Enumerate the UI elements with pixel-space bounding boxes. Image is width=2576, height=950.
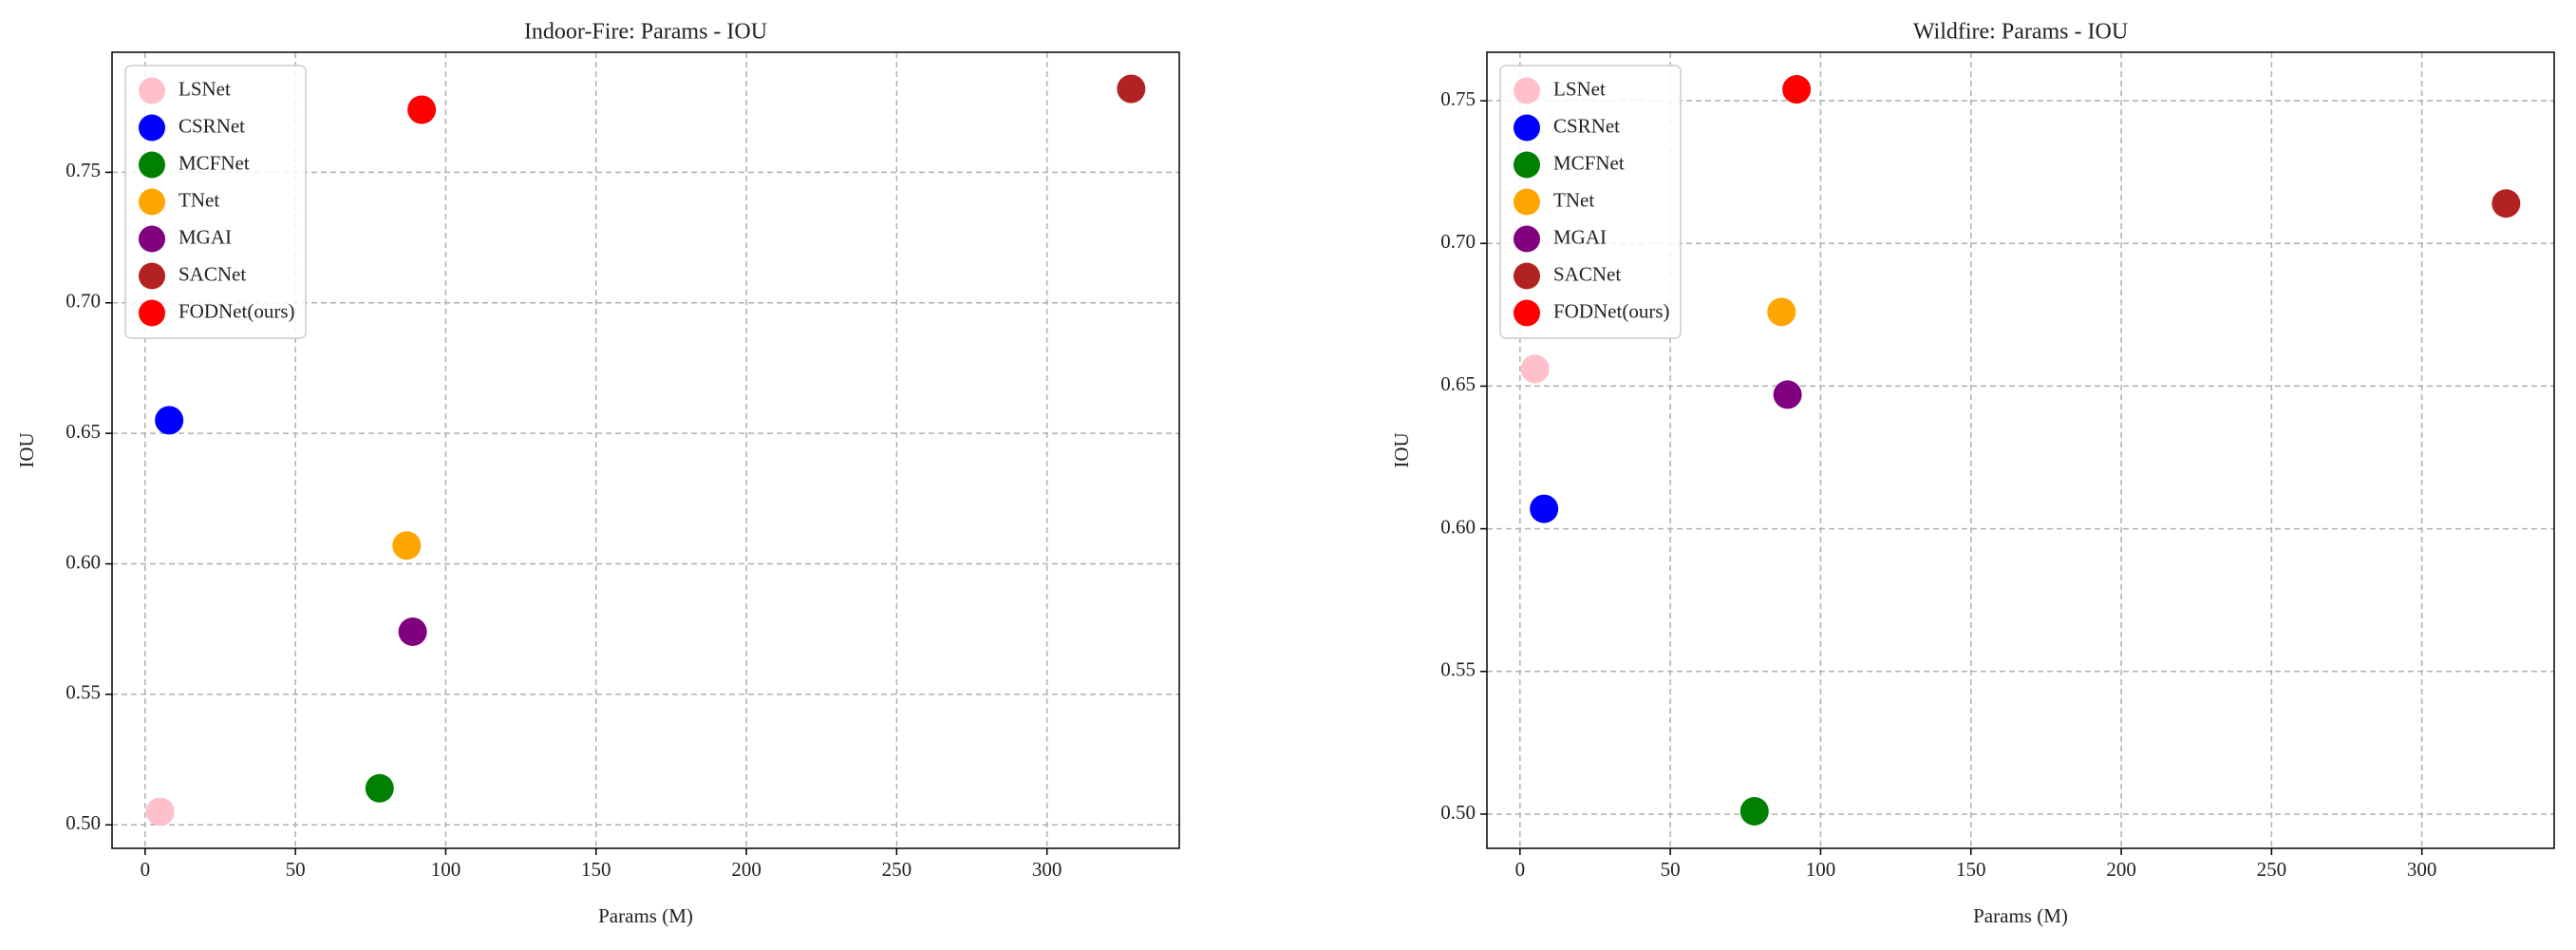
legend-label: MCFNet [1553, 151, 1625, 174]
point [1530, 494, 1559, 523]
legend-marker [1514, 77, 1540, 104]
point [1520, 354, 1550, 384]
legend-marker [139, 262, 165, 290]
legend-marker [139, 77, 165, 104]
legend-label: LSNet [1553, 77, 1606, 100]
point [407, 95, 437, 124]
x-tick-label: 50 [1661, 858, 1681, 881]
point [1773, 380, 1802, 409]
y-tick-label: 0.75 [66, 159, 101, 181]
y-tick-label: 0.55 [66, 681, 101, 704]
x-tick-label: 0 [1515, 858, 1526, 881]
chart: Indoor-Fire: Params - IOU Params (M) IOU 0 5… [15, 20, 1180, 927]
point [365, 773, 394, 803]
x-axis-label: Params (M) [1973, 904, 2068, 927]
legend-marker [139, 225, 165, 253]
y-tick-label: 0.60 [66, 550, 101, 573]
x-tick-label: 250 [882, 858, 912, 881]
legend-box [1499, 65, 1682, 339]
point [1739, 796, 1769, 826]
y-axis-label: IOU [1390, 432, 1413, 467]
point [2491, 189, 2521, 218]
point [392, 531, 422, 560]
legend-label: CSRNet [179, 114, 245, 137]
x-axis-label: Params (M) [598, 904, 693, 927]
legend-marker [139, 299, 165, 327]
y-tick-label: 0.50 [66, 811, 101, 834]
legend-label: LSNet [179, 77, 231, 100]
point [1782, 75, 1812, 104]
point [155, 406, 184, 435]
legend-marker [1514, 262, 1540, 290]
legend-box [124, 65, 307, 339]
y-tick-label: 0.70 [66, 290, 101, 313]
legend-label: SACNet [179, 262, 246, 285]
legend-marker [1514, 188, 1540, 216]
y-tick-label: 0.65 [1440, 372, 1476, 395]
legend-label: SACNet [1553, 262, 1621, 285]
legend-label: MGAI [179, 225, 232, 248]
legend-marker [139, 188, 165, 216]
y-tick-label: 0.50 [1440, 801, 1476, 824]
y-tick-label: 0.55 [1440, 658, 1476, 681]
legend-label: TNet [1553, 188, 1594, 211]
legend-marker [1514, 114, 1540, 142]
y-tick-label: 0.75 [1440, 87, 1476, 110]
chart-title: Indoor-Fire: Params - IOU [524, 20, 767, 45]
x-tick-label: 250 [2257, 858, 2287, 881]
x-tick-label: 200 [2106, 858, 2136, 881]
point [1117, 74, 1146, 104]
x-tick-label: 300 [2407, 858, 2437, 881]
x-tick-label: 300 [1032, 858, 1062, 881]
point [145, 797, 175, 826]
legend-label: FODNet(ours) [1553, 299, 1669, 322]
legend-label: CSRNet [1553, 114, 1620, 137]
legend-marker [1514, 225, 1540, 253]
x-tick-label: 50 [286, 858, 306, 881]
chart: Wildfire: Params - IOU Params (M) IOU 0 50 10… [1390, 20, 2555, 927]
y-tick-label: 0.60 [1440, 515, 1476, 538]
legend-label: MCFNet [179, 151, 250, 174]
x-tick-label: 0 [141, 858, 151, 881]
legend-marker [139, 114, 165, 142]
x-tick-label: 200 [731, 858, 762, 881]
point [1767, 297, 1796, 327]
legend-label: MGAI [1553, 225, 1607, 248]
y-tick-label: 0.65 [66, 420, 101, 443]
x-tick-label: 150 [1956, 858, 1986, 881]
legend-marker [1514, 151, 1540, 179]
point [398, 617, 427, 646]
plot-frame [111, 51, 1180, 849]
x-tick-label: 100 [431, 858, 461, 881]
legend-marker [1514, 299, 1540, 327]
legend-marker [139, 151, 165, 179]
plot-frame [1486, 51, 2555, 849]
legend-label: FODNet(ours) [179, 299, 294, 322]
x-tick-label: 100 [1806, 858, 1836, 881]
chart-title: Wildfire: Params - IOU [1913, 20, 2128, 45]
y-axis-label: IOU [15, 432, 38, 467]
legend-label: TNet [179, 188, 219, 211]
x-tick-label: 150 [581, 858, 611, 881]
y-tick-label: 0.70 [1440, 230, 1476, 253]
